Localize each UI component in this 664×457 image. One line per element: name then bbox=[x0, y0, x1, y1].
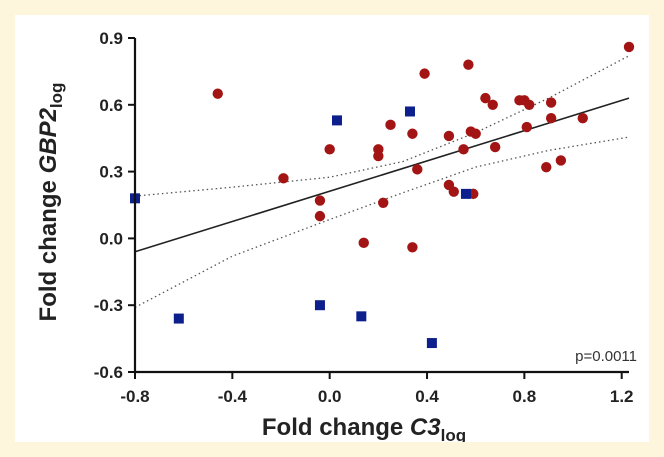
x-tick-label: 0.8 bbox=[513, 387, 537, 406]
data-point-square bbox=[173, 313, 184, 324]
data-points bbox=[130, 41, 635, 349]
x-tick-label: -0.4 bbox=[218, 387, 248, 406]
p-value-annotation: p=0.0011 bbox=[575, 348, 637, 365]
data-point-square bbox=[460, 188, 471, 199]
x-axis-label-sub: log bbox=[441, 426, 467, 442]
data-point-circle bbox=[480, 92, 491, 104]
data-point-circle bbox=[407, 128, 418, 139]
data-point-circle bbox=[358, 237, 369, 249]
data-point-circle bbox=[541, 161, 552, 173]
data-point-circle bbox=[487, 99, 498, 111]
y-tick-label: -0.3 bbox=[94, 296, 123, 315]
data-point-circle bbox=[470, 128, 481, 139]
data-point-circle bbox=[378, 197, 389, 208]
y-tick-label: 0.0 bbox=[99, 229, 123, 248]
data-point-square bbox=[356, 311, 367, 322]
x-axis-label-main: Fold change bbox=[262, 414, 410, 441]
x-axis-label: Fold change C3log bbox=[262, 414, 466, 442]
data-point-circle bbox=[463, 59, 474, 70]
x-axis-label-var: C3 bbox=[410, 414, 441, 441]
data-point-circle bbox=[489, 141, 501, 153]
data-point-circle bbox=[212, 88, 223, 99]
data-point-circle bbox=[524, 99, 535, 111]
data-point-circle bbox=[407, 242, 418, 253]
y-tick-label: 0.3 bbox=[99, 163, 123, 182]
data-point-circle bbox=[448, 186, 459, 197]
y-axis-label-sub: log bbox=[47, 83, 66, 109]
x-tick-label: 0.4 bbox=[415, 387, 439, 406]
y-axis-ticks: -0.6 -0.3 0.0 0.3 0.6 0.9 bbox=[94, 29, 135, 382]
x-tick-label: -0.8 bbox=[120, 387, 149, 406]
data-point-square bbox=[331, 115, 342, 126]
data-point-circle bbox=[314, 210, 326, 222]
y-axis-label-main: Fold change bbox=[35, 173, 62, 321]
data-point-square bbox=[404, 106, 415, 117]
data-point-circle bbox=[324, 144, 335, 155]
confidence-band bbox=[134, 55, 630, 308]
data-point-circle bbox=[555, 155, 567, 166]
data-point-circle bbox=[623, 41, 635, 53]
data-point-circle bbox=[443, 130, 455, 142]
data-point-square bbox=[314, 300, 325, 311]
x-tick-label: 0.0 bbox=[318, 387, 342, 406]
y-axis-label: Fold change GBP2log bbox=[35, 83, 66, 322]
data-point-circle bbox=[278, 173, 289, 184]
x-tick-label: 1.2 bbox=[610, 387, 634, 406]
data-point-circle bbox=[419, 68, 430, 79]
chart-panel: -0.8 -0.4 0.0 0.4 0.8 1.2 -0.6 -0.3 0.0 0.3 0.6 0.… bbox=[15, 15, 649, 445]
y-tick-label: -0.6 bbox=[94, 363, 123, 382]
data-point-square bbox=[426, 338, 437, 349]
y-tick-label: 0.9 bbox=[99, 29, 123, 48]
data-point-circle bbox=[458, 144, 469, 155]
data-point-circle bbox=[314, 195, 326, 206]
data-point-circle bbox=[412, 164, 423, 175]
data-point-circle bbox=[577, 112, 588, 124]
y-tick-label: 0.6 bbox=[99, 96, 123, 115]
data-point-circle bbox=[545, 112, 557, 124]
data-point-circle bbox=[521, 121, 532, 133]
confidence-lower-curve bbox=[134, 136, 630, 308]
scatter-chart: -0.8 -0.4 0.0 0.4 0.8 1.2 -0.6 -0.3 0.0 0.3 0.6 0.… bbox=[35, 29, 637, 445]
data-point-circle bbox=[373, 150, 384, 162]
x-axis-ticks: -0.8 -0.4 0.0 0.4 0.8 1.2 bbox=[120, 372, 634, 406]
regression-line bbox=[134, 97, 630, 253]
data-point-circle bbox=[385, 119, 396, 131]
data-point-circle bbox=[545, 97, 557, 108]
y-axis-label-var: GBP2 bbox=[35, 107, 62, 173]
confidence-upper-curve bbox=[134, 55, 630, 197]
